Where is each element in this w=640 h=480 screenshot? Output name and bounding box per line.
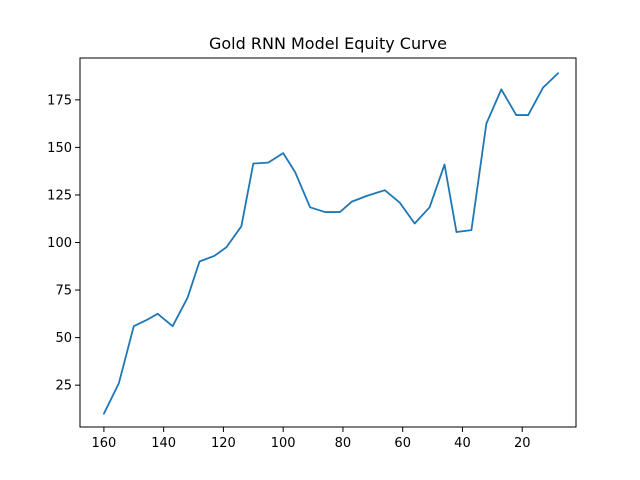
y-tick-label: 175	[47, 93, 72, 108]
x-tick-label: 80	[335, 436, 352, 451]
x-tick-label: 40	[454, 436, 471, 451]
chart-title: Gold RNN Model Equity Curve	[209, 34, 447, 53]
equity-series-line	[103, 72, 559, 415]
y-tick-label: 50	[55, 331, 72, 346]
x-tick-label: 60	[394, 436, 411, 451]
x-tick-label: 160	[91, 436, 116, 451]
y-tick-label: 125	[47, 188, 72, 203]
x-tick-label: 120	[211, 436, 236, 451]
y-axis: 25 50 75 100 125 150 175	[47, 93, 80, 394]
x-tick-label: 20	[514, 436, 531, 451]
y-tick-label: 100	[47, 236, 72, 251]
y-tick-label: 150	[47, 141, 72, 156]
y-tick-label: 25	[55, 379, 72, 394]
x-tick-label: 140	[151, 436, 176, 451]
plot-frame	[79, 57, 577, 428]
x-tick-label: 100	[271, 436, 296, 451]
y-tick-label: 75	[55, 284, 72, 299]
x-axis: 160 140 120 100 80 60 40 20	[91, 427, 530, 451]
